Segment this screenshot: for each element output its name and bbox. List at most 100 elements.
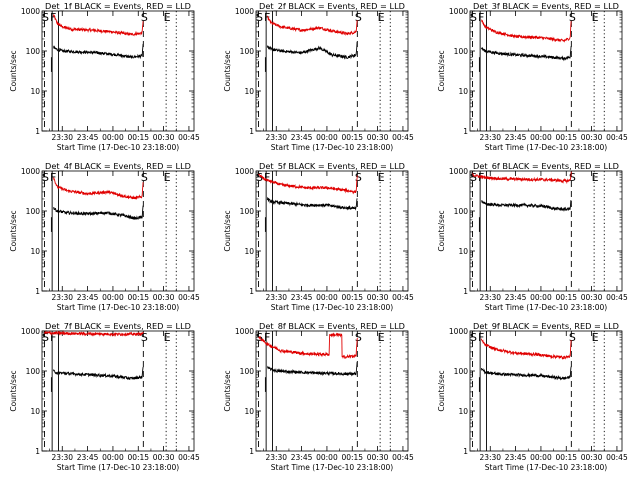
y-tick-label: 100	[454, 367, 469, 376]
y-tick-label: 1	[35, 447, 40, 456]
x-tick-label: 00:45	[392, 133, 414, 142]
x-tick-label: 00:15	[555, 453, 577, 462]
plot-frame	[469, 10, 623, 132]
marker-label-s: S	[355, 11, 362, 24]
marker-label-f: F	[264, 331, 270, 344]
marker-label-e: E	[378, 331, 385, 344]
y-axis-label: Counts/sec	[9, 50, 18, 91]
plot-frame	[469, 170, 623, 292]
series-line-lld	[481, 19, 572, 43]
chart-title: Det_2f BLACK = Events, RED = LLD	[259, 1, 405, 11]
plot-frame	[41, 10, 195, 132]
x-tick-label: 00:00	[530, 133, 552, 142]
x-tick-label: 23:45	[505, 453, 527, 462]
marker-label-s: S	[569, 11, 576, 24]
x-tick-label: 00:30	[367, 133, 389, 142]
marker-label-s: S	[141, 171, 148, 184]
x-tick-label: 00:00	[102, 453, 124, 462]
marker-label-s: S	[355, 171, 362, 184]
x-tick-label: 23:30	[265, 293, 287, 302]
marker-label-f: F	[478, 11, 484, 24]
chart-panel-8: Det_8f BLACK = Events, RED = LLD 1 10 100 10…	[223, 321, 414, 472]
marker-label-s: S	[141, 11, 148, 24]
y-tick-label: 1	[463, 447, 468, 456]
x-tick-label: 00:30	[367, 453, 389, 462]
series-line-lld	[52, 14, 144, 37]
x-axis-label: Start Time (17-Dec-10 23:18:00)	[271, 303, 393, 312]
y-tick-label: 100	[240, 47, 255, 56]
x-tick-label: 23:45	[505, 293, 527, 302]
x-axis-label: Start Time (17-Dec-10 23:18:00)	[57, 463, 179, 472]
x-tick-label: 00:45	[606, 453, 628, 462]
x-axis-label: Start Time (17-Dec-10 23:18:00)	[485, 463, 607, 472]
x-tick-label: 00:00	[530, 293, 552, 302]
chart-panel-6: Det_6f BLACK = Events, RED = LLD 1 10 100 10…	[437, 161, 628, 312]
x-tick-label: 00:30	[581, 293, 603, 302]
x-tick-label: 23:45	[77, 293, 99, 302]
y-tick-label: 1	[249, 127, 254, 136]
series-line-events	[266, 196, 358, 211]
chart-title: Det_1f BLACK = Events, RED = LLD	[45, 1, 191, 11]
marker-label-s: S	[569, 331, 576, 344]
marker-label-f: F	[50, 171, 56, 184]
y-tick-label: 10	[30, 87, 40, 96]
x-tick-label: 00:15	[341, 293, 363, 302]
chart-title: Det_5f BLACK = Events, RED = LLD	[259, 161, 405, 171]
x-tick-label: 23:45	[291, 133, 313, 142]
marker-label-e: E	[378, 171, 385, 184]
x-tick-label: 00:00	[316, 453, 338, 462]
x-axis-label: Start Time (17-Dec-10 23:18:00)	[485, 143, 607, 152]
plot-frame	[41, 170, 195, 292]
y-axis-label: Counts/sec	[437, 50, 446, 91]
x-tick-label: 00:45	[178, 133, 200, 142]
y-tick-label: 10	[244, 407, 254, 416]
series-line-lld	[53, 176, 144, 200]
marker-label-e: E	[164, 11, 171, 24]
y-axis-label: Counts/sec	[437, 370, 446, 411]
chart-title: Det_9f BLACK = Events, RED = LLD	[473, 321, 619, 331]
marker-label-s: S	[141, 331, 148, 344]
marker-label-e: E	[592, 331, 599, 344]
y-tick-label: 1000	[449, 167, 468, 176]
marker-label-e: E	[378, 11, 385, 24]
x-axis-label: Start Time (17-Dec-10 23:18:00)	[485, 303, 607, 312]
y-tick-label: 1000	[235, 7, 254, 16]
x-tick-label: 23:30	[479, 293, 501, 302]
y-tick-label: 1	[463, 287, 468, 296]
x-tick-label: 00:00	[316, 293, 338, 302]
x-tick-label: 00:45	[392, 293, 414, 302]
y-tick-label: 100	[454, 47, 469, 56]
marker-label-s: S	[470, 171, 477, 184]
x-tick-label: 00:15	[555, 133, 577, 142]
x-tick-label: 23:30	[479, 453, 501, 462]
series-line-events	[480, 366, 572, 381]
y-axis-label: Counts/sec	[9, 210, 18, 251]
x-tick-label: 00:45	[392, 453, 414, 462]
chart-panel-4: Det_4f BLACK = Events, RED = LLD 1 10 100 10…	[9, 161, 200, 312]
y-tick-label: 1000	[21, 167, 40, 176]
x-tick-label: 00:15	[341, 453, 363, 462]
series-line-lld	[258, 332, 358, 359]
x-axis-label: Start Time (17-Dec-10 23:18:00)	[271, 143, 393, 152]
series-line-events	[266, 41, 358, 60]
marker-label-f: F	[264, 171, 270, 184]
x-tick-label: 00:45	[606, 293, 628, 302]
x-axis-label: Start Time (17-Dec-10 23:18:00)	[57, 143, 179, 152]
x-tick-label: 00:15	[127, 133, 149, 142]
x-tick-label: 23:30	[265, 453, 287, 462]
marker-label-s: S	[42, 331, 49, 344]
y-axis-label: Counts/sec	[9, 370, 18, 411]
y-tick-label: 10	[458, 407, 468, 416]
y-tick-label: 100	[26, 47, 41, 56]
x-tick-label: 00:15	[127, 293, 149, 302]
y-tick-label: 1	[35, 287, 40, 296]
marker-label-e: E	[592, 11, 599, 24]
chart-panel-7: Det_7f BLACK = Events, RED = LLD 1 10 100 10…	[9, 321, 200, 472]
chart-title: Det_4f BLACK = Events, RED = LLD	[45, 161, 191, 171]
y-tick-label: 10	[30, 407, 40, 416]
marker-label-f: F	[50, 331, 56, 344]
plot-frame	[255, 330, 409, 452]
marker-label-f: F	[478, 331, 484, 344]
series-line-lld	[472, 171, 572, 185]
